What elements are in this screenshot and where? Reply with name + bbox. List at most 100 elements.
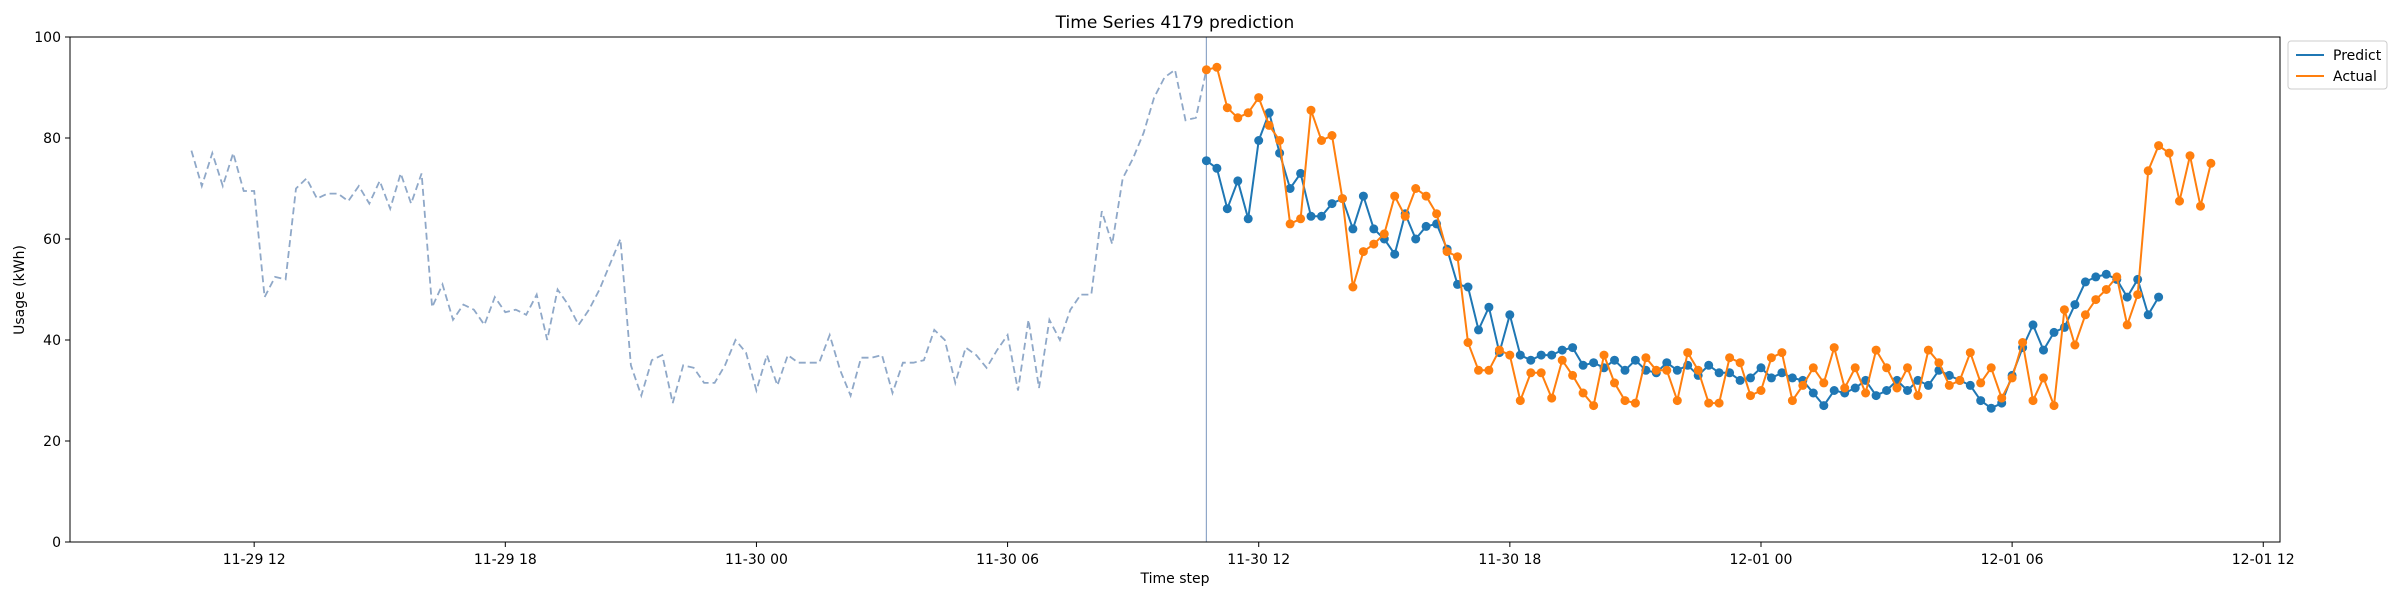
data-point-predict: [1986, 403, 1996, 413]
data-point-actual: [1641, 353, 1651, 363]
data-point-actual: [1850, 363, 1860, 373]
data-point-predict: [1965, 380, 1975, 390]
data-point-actual: [2091, 295, 2101, 305]
data-point-actual: [2133, 290, 2143, 300]
data-point-predict: [1484, 302, 1494, 312]
data-point-actual: [1327, 131, 1337, 140]
data-point-actual: [1840, 383, 1850, 393]
data-point-actual: [1756, 386, 1766, 395]
chart-title: Time Series 4179 prediction: [1055, 13, 1295, 33]
data-point-actual: [1934, 358, 1944, 368]
data-point-actual: [1829, 343, 1839, 353]
data-point-actual: [1589, 401, 1599, 411]
data-point-predict: [1568, 343, 1578, 353]
data-point-actual: [1358, 247, 1368, 257]
data-point-predict: [2154, 292, 2164, 302]
data-point-actual: [2018, 338, 2028, 347]
data-point-predict: [2133, 274, 2143, 284]
data-point-predict: [1662, 358, 1672, 368]
data-point-actual: [1651, 365, 1661, 375]
series-predict: [1201, 108, 2164, 413]
data-point-predict: [1882, 386, 1892, 395]
y-tick-label: 60: [43, 232, 61, 248]
data-point-actual: [1568, 370, 1578, 380]
data-point-actual: [1233, 113, 1243, 123]
data-point-predict: [1474, 325, 1483, 335]
data-point-actual: [1735, 358, 1745, 368]
data-point-predict: [2028, 320, 2038, 330]
data-point-predict: [1672, 365, 1682, 375]
data-point-predict: [1819, 401, 1829, 411]
plot-frame: [69, 36, 2281, 543]
data-point-predict: [1369, 224, 1379, 234]
data-point-actual: [2112, 272, 2122, 282]
data-point-predict: [1547, 350, 1557, 360]
data-point-actual: [1903, 363, 1912, 373]
data-point-actual: [1306, 105, 1316, 115]
legend: Predict Actual: [2287, 40, 2388, 90]
y-tick-label: 0: [52, 535, 61, 551]
data-point-predict: [1254, 136, 1264, 145]
data-point-actual: [2101, 285, 2111, 294]
x-tick-label: 12-01 12: [2232, 552, 2295, 568]
data-point-actual: [2154, 141, 2164, 151]
data-point-actual: [1777, 348, 1787, 358]
data-point-predict: [1421, 221, 1431, 231]
data-point-predict: [2049, 327, 2059, 337]
data-point-actual: [1861, 388, 1871, 398]
data-point-actual: [1390, 191, 1400, 201]
data-point-actual: [1432, 209, 1442, 219]
data-point-predict: [1317, 211, 1326, 221]
x-tick-label: 11-30 06: [976, 552, 1039, 568]
data-point-actual: [1337, 194, 1347, 204]
data-point-predict: [1829, 386, 1839, 395]
data-point-actual: [1704, 398, 1714, 408]
data-point-actual: [1599, 350, 1609, 360]
history-line: [190, 68, 1208, 404]
data-point-actual: [1976, 378, 1986, 388]
data-point-actual: [1296, 214, 1306, 224]
y-tick-label: 100: [34, 30, 61, 46]
data-point-actual: [2175, 196, 2184, 206]
data-point-predict: [1515, 350, 1525, 360]
y-tick-label: 20: [43, 434, 61, 450]
y-axis-label: Usage (kWh): [12, 245, 28, 335]
data-point-predict: [2101, 269, 2111, 279]
data-point-actual: [2143, 166, 2153, 176]
data-point-actual: [1955, 375, 1965, 385]
data-point-predict: [1589, 358, 1599, 368]
data-point-predict: [1777, 368, 1787, 378]
data-point-actual: [1944, 380, 1954, 390]
x-tick-label: 12-01 00: [1730, 552, 1793, 568]
data-point-actual: [1212, 62, 1222, 72]
data-point-actual: [1275, 136, 1285, 145]
data-point-actual: [1662, 365, 1672, 375]
data-point-actual: [1882, 363, 1892, 373]
data-point-actual: [1746, 391, 1755, 401]
data-point-predict: [1746, 373, 1755, 383]
data-point-actual: [2122, 320, 2132, 330]
y-tick-label: 80: [43, 131, 61, 147]
x-tick-label: 12-01 06: [1981, 552, 2044, 568]
data-point-predict: [1222, 204, 1232, 214]
data-point-actual: [1672, 396, 1682, 406]
data-point-actual: [2059, 305, 2069, 315]
data-point-predict: [1620, 365, 1630, 375]
data-point-predict: [1463, 282, 1473, 292]
data-point-actual: [1683, 348, 1693, 358]
data-point-actual: [2185, 151, 2195, 161]
data-point-actual: [2007, 373, 2017, 383]
data-point-predict: [1243, 214, 1253, 224]
x-axis: 11-29 12 11-29 18 11-30 00 11-30 06 11-30 12…: [223, 542, 2295, 568]
data-point-predict: [1201, 156, 1211, 166]
x-axis-label: Time step: [1140, 571, 1210, 587]
data-point-actual: [1442, 247, 1452, 257]
x-tick-label: 11-30 18: [1478, 552, 1541, 568]
data-point-actual: [1505, 350, 1515, 360]
data-point-actual: [1536, 368, 1546, 378]
data-point-predict: [1390, 249, 1400, 259]
data-point-predict: [1296, 168, 1306, 178]
data-point-predict: [2080, 277, 2090, 287]
data-point-actual: [1411, 184, 1421, 193]
data-point-predict: [1630, 355, 1640, 365]
